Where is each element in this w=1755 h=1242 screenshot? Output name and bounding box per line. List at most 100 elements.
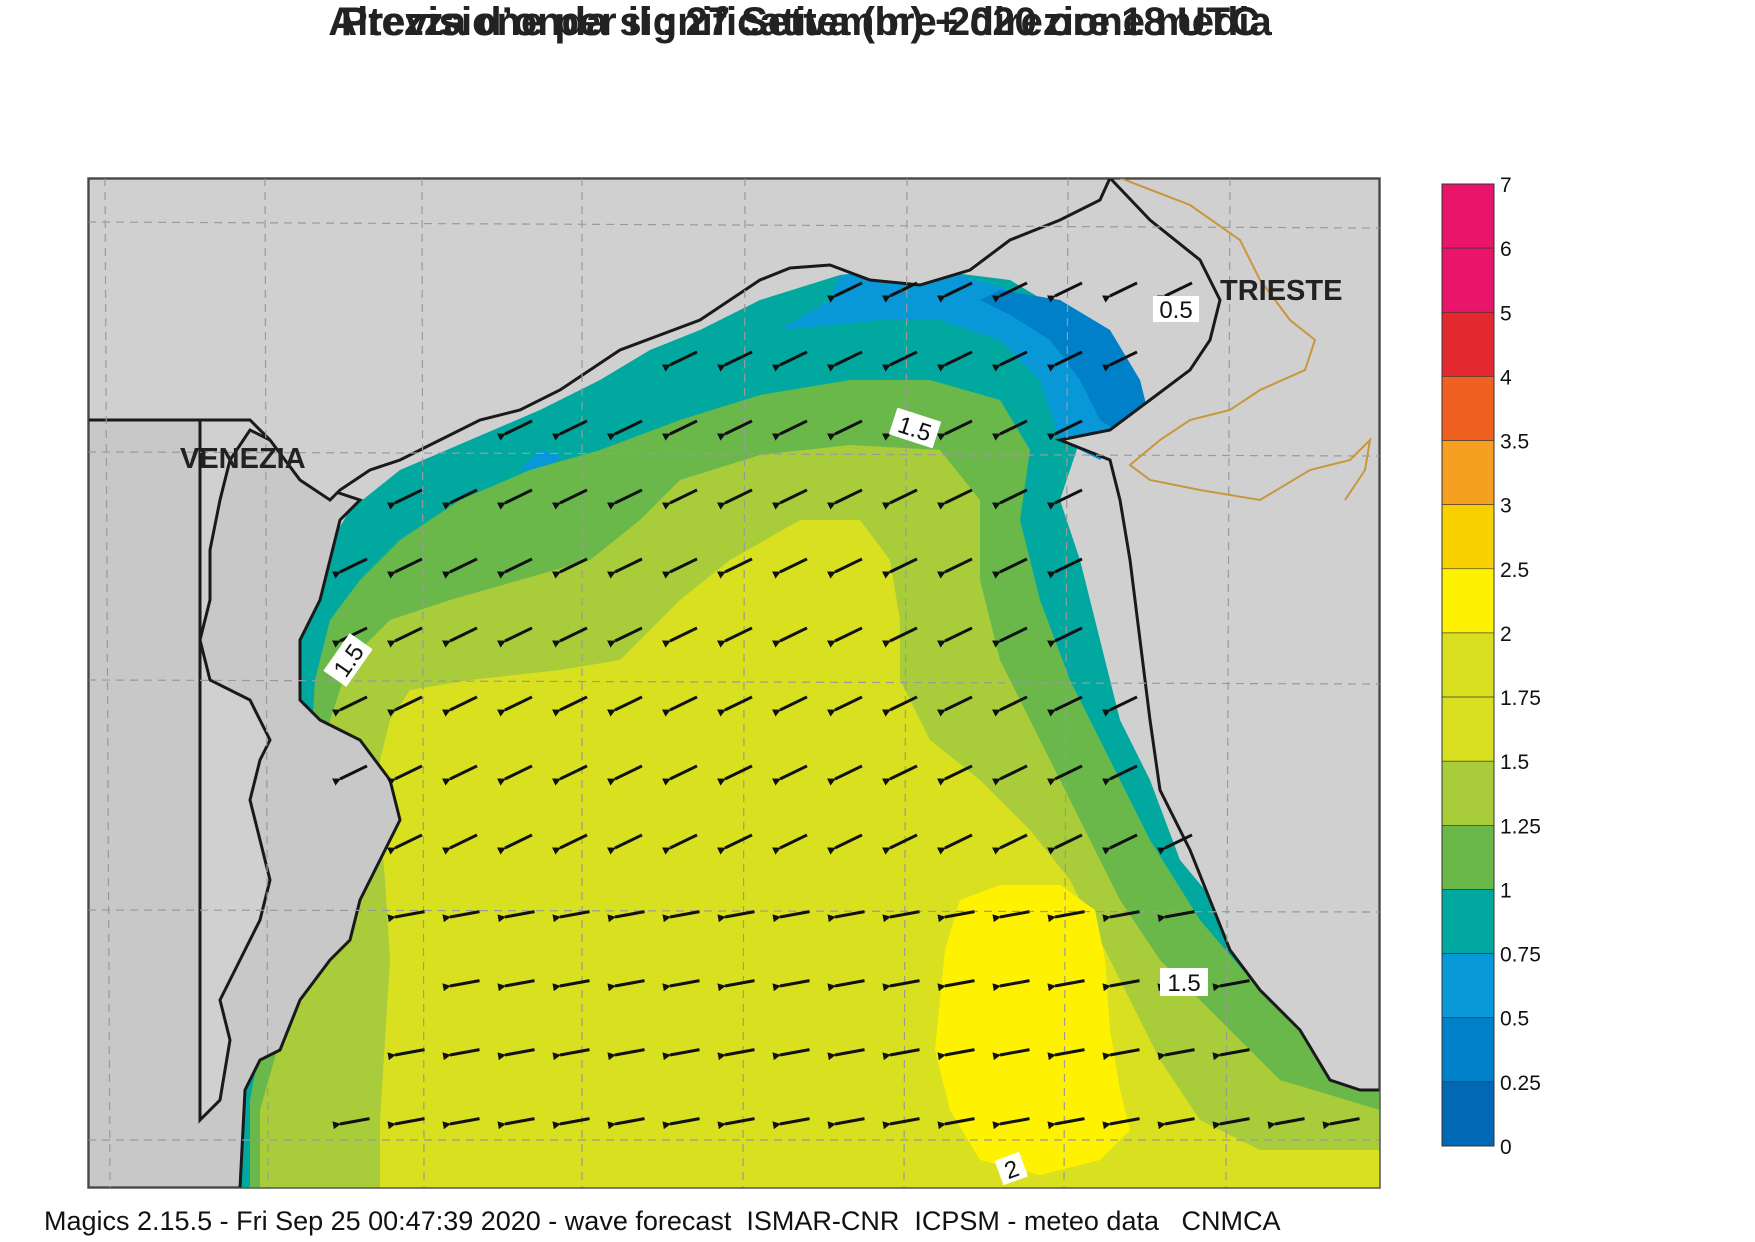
colorbar-swatch xyxy=(1441,953,1495,1019)
wave-arrow xyxy=(1212,1048,1250,1061)
wave-arrow xyxy=(1046,281,1083,303)
wave-arrow xyxy=(772,910,810,923)
wave-arrow xyxy=(936,557,973,579)
wave-arrow xyxy=(936,695,973,717)
wave-arrow xyxy=(1102,1117,1140,1130)
wave-arrow xyxy=(881,833,918,855)
title-line-1: Previsione per il : 27 Settembre 2020 or… xyxy=(340,0,1260,44)
wave-arrow xyxy=(991,419,1028,441)
wave-arrow xyxy=(716,350,753,372)
wave-arrow xyxy=(606,833,643,855)
wave-arrow xyxy=(936,419,973,441)
wave-arrow xyxy=(881,281,918,303)
wave-arrow xyxy=(771,695,808,717)
wave-arrow xyxy=(386,833,423,855)
colorbar-swatch xyxy=(1441,311,1495,377)
sea-band-0.5-0.75 xyxy=(980,290,1150,440)
wave-arrow xyxy=(551,626,588,648)
wave-arrow xyxy=(771,557,808,579)
colorbar-label: 0.25 xyxy=(1500,1072,1541,1095)
wave-arrow xyxy=(991,488,1028,510)
wave-arrow xyxy=(332,1117,370,1130)
wave-arrow xyxy=(606,488,643,510)
wave-arrow xyxy=(826,695,863,717)
contour-label-5: 2 xyxy=(994,1151,1028,1186)
country-border xyxy=(1119,177,1372,502)
wave-arrow xyxy=(991,557,1028,579)
wave-arrow xyxy=(552,910,590,923)
wave-arrow xyxy=(1101,764,1138,786)
wave-arrow xyxy=(1046,695,1083,717)
wave-arrow xyxy=(607,1117,645,1130)
wave-arrow xyxy=(772,979,810,992)
colorbar-label: 1.25 xyxy=(1500,815,1541,838)
wave-arrow xyxy=(826,626,863,648)
wave-arrow xyxy=(441,695,478,717)
wave-arrow xyxy=(1046,419,1083,441)
wave-arrow xyxy=(386,764,423,786)
wave-arrow xyxy=(387,1048,425,1061)
wave-arrow xyxy=(497,1048,535,1061)
wave-arrow xyxy=(1046,764,1083,786)
wave-arrow xyxy=(386,626,423,648)
wave-arrow xyxy=(1047,979,1085,992)
land-friuli xyxy=(88,178,1112,502)
wave-arrow xyxy=(441,833,478,855)
wave-arrow xyxy=(551,488,588,510)
wave-arrow xyxy=(772,1048,810,1061)
wave-arrow xyxy=(882,1117,920,1130)
wave-arrow xyxy=(661,419,698,441)
colorbar-swatch xyxy=(1441,504,1495,570)
wave-arrow xyxy=(1212,979,1250,992)
wave-arrow xyxy=(716,419,753,441)
wave-arrow xyxy=(1322,1117,1360,1130)
wave-arrow xyxy=(936,764,973,786)
land-istria xyxy=(1054,178,1380,1092)
colorbar-label: 7 xyxy=(1500,174,1512,197)
colorbar-label: 6 xyxy=(1500,238,1512,261)
wave-arrow xyxy=(716,626,753,648)
wave-arrow xyxy=(827,979,865,992)
wave-arrow xyxy=(607,1048,645,1061)
wave-arrow xyxy=(937,979,975,992)
wave-arrow xyxy=(826,350,863,372)
colorbar-label: 0 xyxy=(1500,1136,1512,1159)
wave-arrow xyxy=(937,910,975,923)
wave-arrow xyxy=(771,626,808,648)
wave-arrow xyxy=(606,419,643,441)
wave-arrow xyxy=(331,764,368,786)
wave-arrow xyxy=(442,979,480,992)
wave-arrow xyxy=(881,488,918,510)
city-label-venezia: VENEZIA xyxy=(180,443,306,475)
wave-arrow xyxy=(496,419,533,441)
wave-arrow xyxy=(441,488,478,510)
colorbar-label: 3.5 xyxy=(1500,431,1529,454)
wave-arrow xyxy=(551,764,588,786)
wave-arrow xyxy=(1046,557,1083,579)
wave-arrow xyxy=(662,979,700,992)
wave-arrow xyxy=(991,626,1028,648)
colorbar-swatch xyxy=(1441,247,1495,313)
colorbar-label: 0.5 xyxy=(1500,1008,1529,1031)
wave-arrow xyxy=(607,910,645,923)
wave-arrow xyxy=(881,695,918,717)
contour-label-0: 0.5 xyxy=(1153,296,1199,324)
wave-arrow xyxy=(826,419,863,441)
wave-arrow xyxy=(992,979,1030,992)
wave-arrow xyxy=(771,350,808,372)
wave-arrow xyxy=(661,695,698,717)
wave-arrow xyxy=(606,626,643,648)
wave-arrow xyxy=(936,350,973,372)
wave-arrow xyxy=(772,1117,810,1130)
wave-arrow xyxy=(551,557,588,579)
wave-arrow xyxy=(387,910,425,923)
wave-arrow xyxy=(937,1048,975,1061)
wave-arrow xyxy=(496,557,533,579)
wave-arrow xyxy=(882,979,920,992)
wave-arrow xyxy=(1046,833,1083,855)
wave-arrow xyxy=(826,764,863,786)
wave-arrow xyxy=(1156,281,1193,303)
wave-arrow xyxy=(442,1048,480,1061)
colorbar-label: 1.75 xyxy=(1500,687,1541,710)
